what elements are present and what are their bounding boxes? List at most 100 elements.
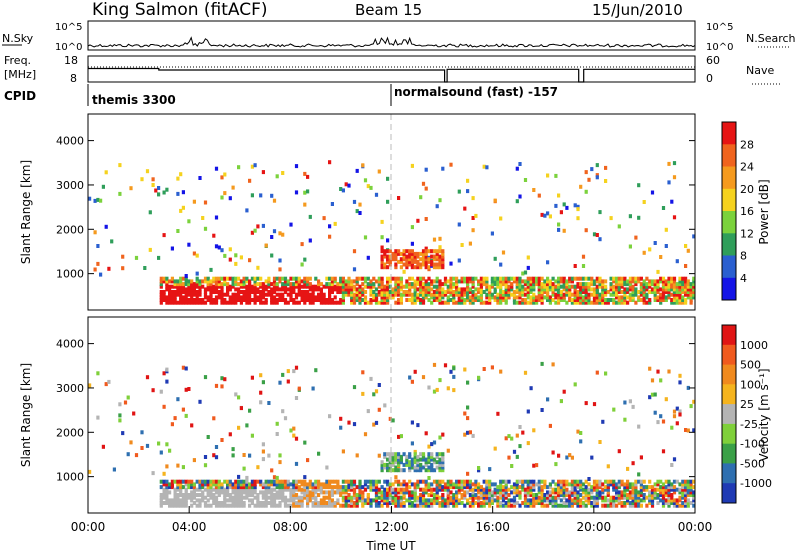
heat-cell <box>245 287 249 292</box>
heat-cell <box>286 379 290 384</box>
heat-cell <box>341 287 345 292</box>
heat-cell <box>192 287 196 292</box>
heat-cell <box>386 503 390 508</box>
heat-cell <box>308 495 312 500</box>
heat-cell <box>190 503 194 508</box>
heat-cell <box>363 298 368 302</box>
heat-cell <box>303 493 307 497</box>
heat-cell <box>595 485 599 490</box>
heat-cell <box>551 487 555 492</box>
heat-cell <box>162 371 166 376</box>
heat-cell <box>388 487 392 492</box>
heat-cell <box>521 479 525 484</box>
heat-cell <box>457 295 461 300</box>
heat-cell <box>672 457 677 462</box>
heat-cell <box>176 463 180 468</box>
heat-cell <box>212 290 216 294</box>
heat-cell <box>587 287 591 292</box>
heat-cell <box>361 501 365 505</box>
heat-cell <box>278 276 282 281</box>
heat-cell <box>515 433 519 438</box>
heat-cell <box>206 490 210 495</box>
heat-cell <box>383 498 387 503</box>
heat-cell <box>521 485 525 490</box>
heat-cell <box>488 482 492 487</box>
heat-cell <box>176 498 180 503</box>
heat-cell <box>628 284 632 289</box>
heat-cell <box>339 282 343 287</box>
heat-cell <box>173 282 177 287</box>
heat-cell <box>112 467 116 472</box>
heat-cell <box>380 257 384 262</box>
heat-cell <box>330 485 334 490</box>
heat-cell <box>303 292 307 297</box>
heat-cell <box>261 282 265 287</box>
heat-cell <box>267 292 271 297</box>
heat-cell <box>176 290 180 294</box>
heat-cell <box>319 287 323 292</box>
heat-cell <box>170 290 174 294</box>
heat-cell <box>220 292 224 297</box>
heat-cell <box>466 295 470 300</box>
heat-cell <box>471 433 475 438</box>
heat-cell <box>344 479 348 484</box>
heat-cell <box>642 298 646 302</box>
heat-cell <box>212 453 216 458</box>
heat-cell <box>168 295 172 300</box>
heat-cell <box>667 180 671 185</box>
heat-cell <box>452 388 456 393</box>
heat-cell <box>661 449 666 454</box>
heat-cell <box>546 397 550 402</box>
heat-cell <box>347 482 351 487</box>
heat-cell <box>617 284 621 289</box>
heat-cell <box>419 287 423 292</box>
heat-cell <box>306 290 310 294</box>
heat-cell <box>441 452 445 457</box>
heat-cell <box>88 383 92 388</box>
heat-cell <box>369 287 373 292</box>
heat-cell <box>672 175 677 180</box>
heat-cell <box>121 266 125 271</box>
heat-cell <box>667 369 671 374</box>
heat-cell <box>394 468 398 473</box>
heat-cell <box>590 503 594 508</box>
heat-cell <box>477 287 481 292</box>
heat-cell <box>344 485 348 490</box>
heat-cell <box>306 276 310 281</box>
heat-cell <box>631 276 635 281</box>
heat-cell <box>529 279 533 284</box>
heat-cell <box>168 498 172 503</box>
heat-cell <box>546 503 550 508</box>
heat-cell <box>397 503 401 508</box>
heat-cell <box>159 495 163 500</box>
heat-cell <box>419 251 423 256</box>
heat-cell <box>383 454 387 459</box>
heat-cell <box>692 287 696 292</box>
heat-cell <box>623 495 627 500</box>
heat-cell <box>281 171 285 175</box>
heat-cell <box>584 495 588 500</box>
heat-cell <box>165 493 169 497</box>
heat-cell <box>485 165 489 170</box>
heat-cell <box>535 501 539 505</box>
heat-cell <box>521 292 525 297</box>
heat-cell <box>303 440 307 445</box>
heat-cell <box>598 495 602 500</box>
heat-cell <box>424 290 428 294</box>
heat-cell <box>231 501 235 505</box>
heat-cell <box>496 282 500 287</box>
heat-cell <box>645 282 649 287</box>
heat-cell <box>468 479 472 484</box>
heat-cell <box>325 482 329 487</box>
heat-cell <box>267 495 271 500</box>
heat-cell <box>372 284 376 289</box>
heat-cell <box>573 501 577 505</box>
heat-cell <box>482 490 486 495</box>
heat-cell <box>278 380 282 385</box>
heat-cell <box>565 284 569 289</box>
heat-cell <box>206 498 210 503</box>
heat-cell <box>615 503 619 508</box>
heat-cell <box>350 498 354 503</box>
heat-cell <box>209 279 213 284</box>
heat-cell <box>661 298 666 302</box>
